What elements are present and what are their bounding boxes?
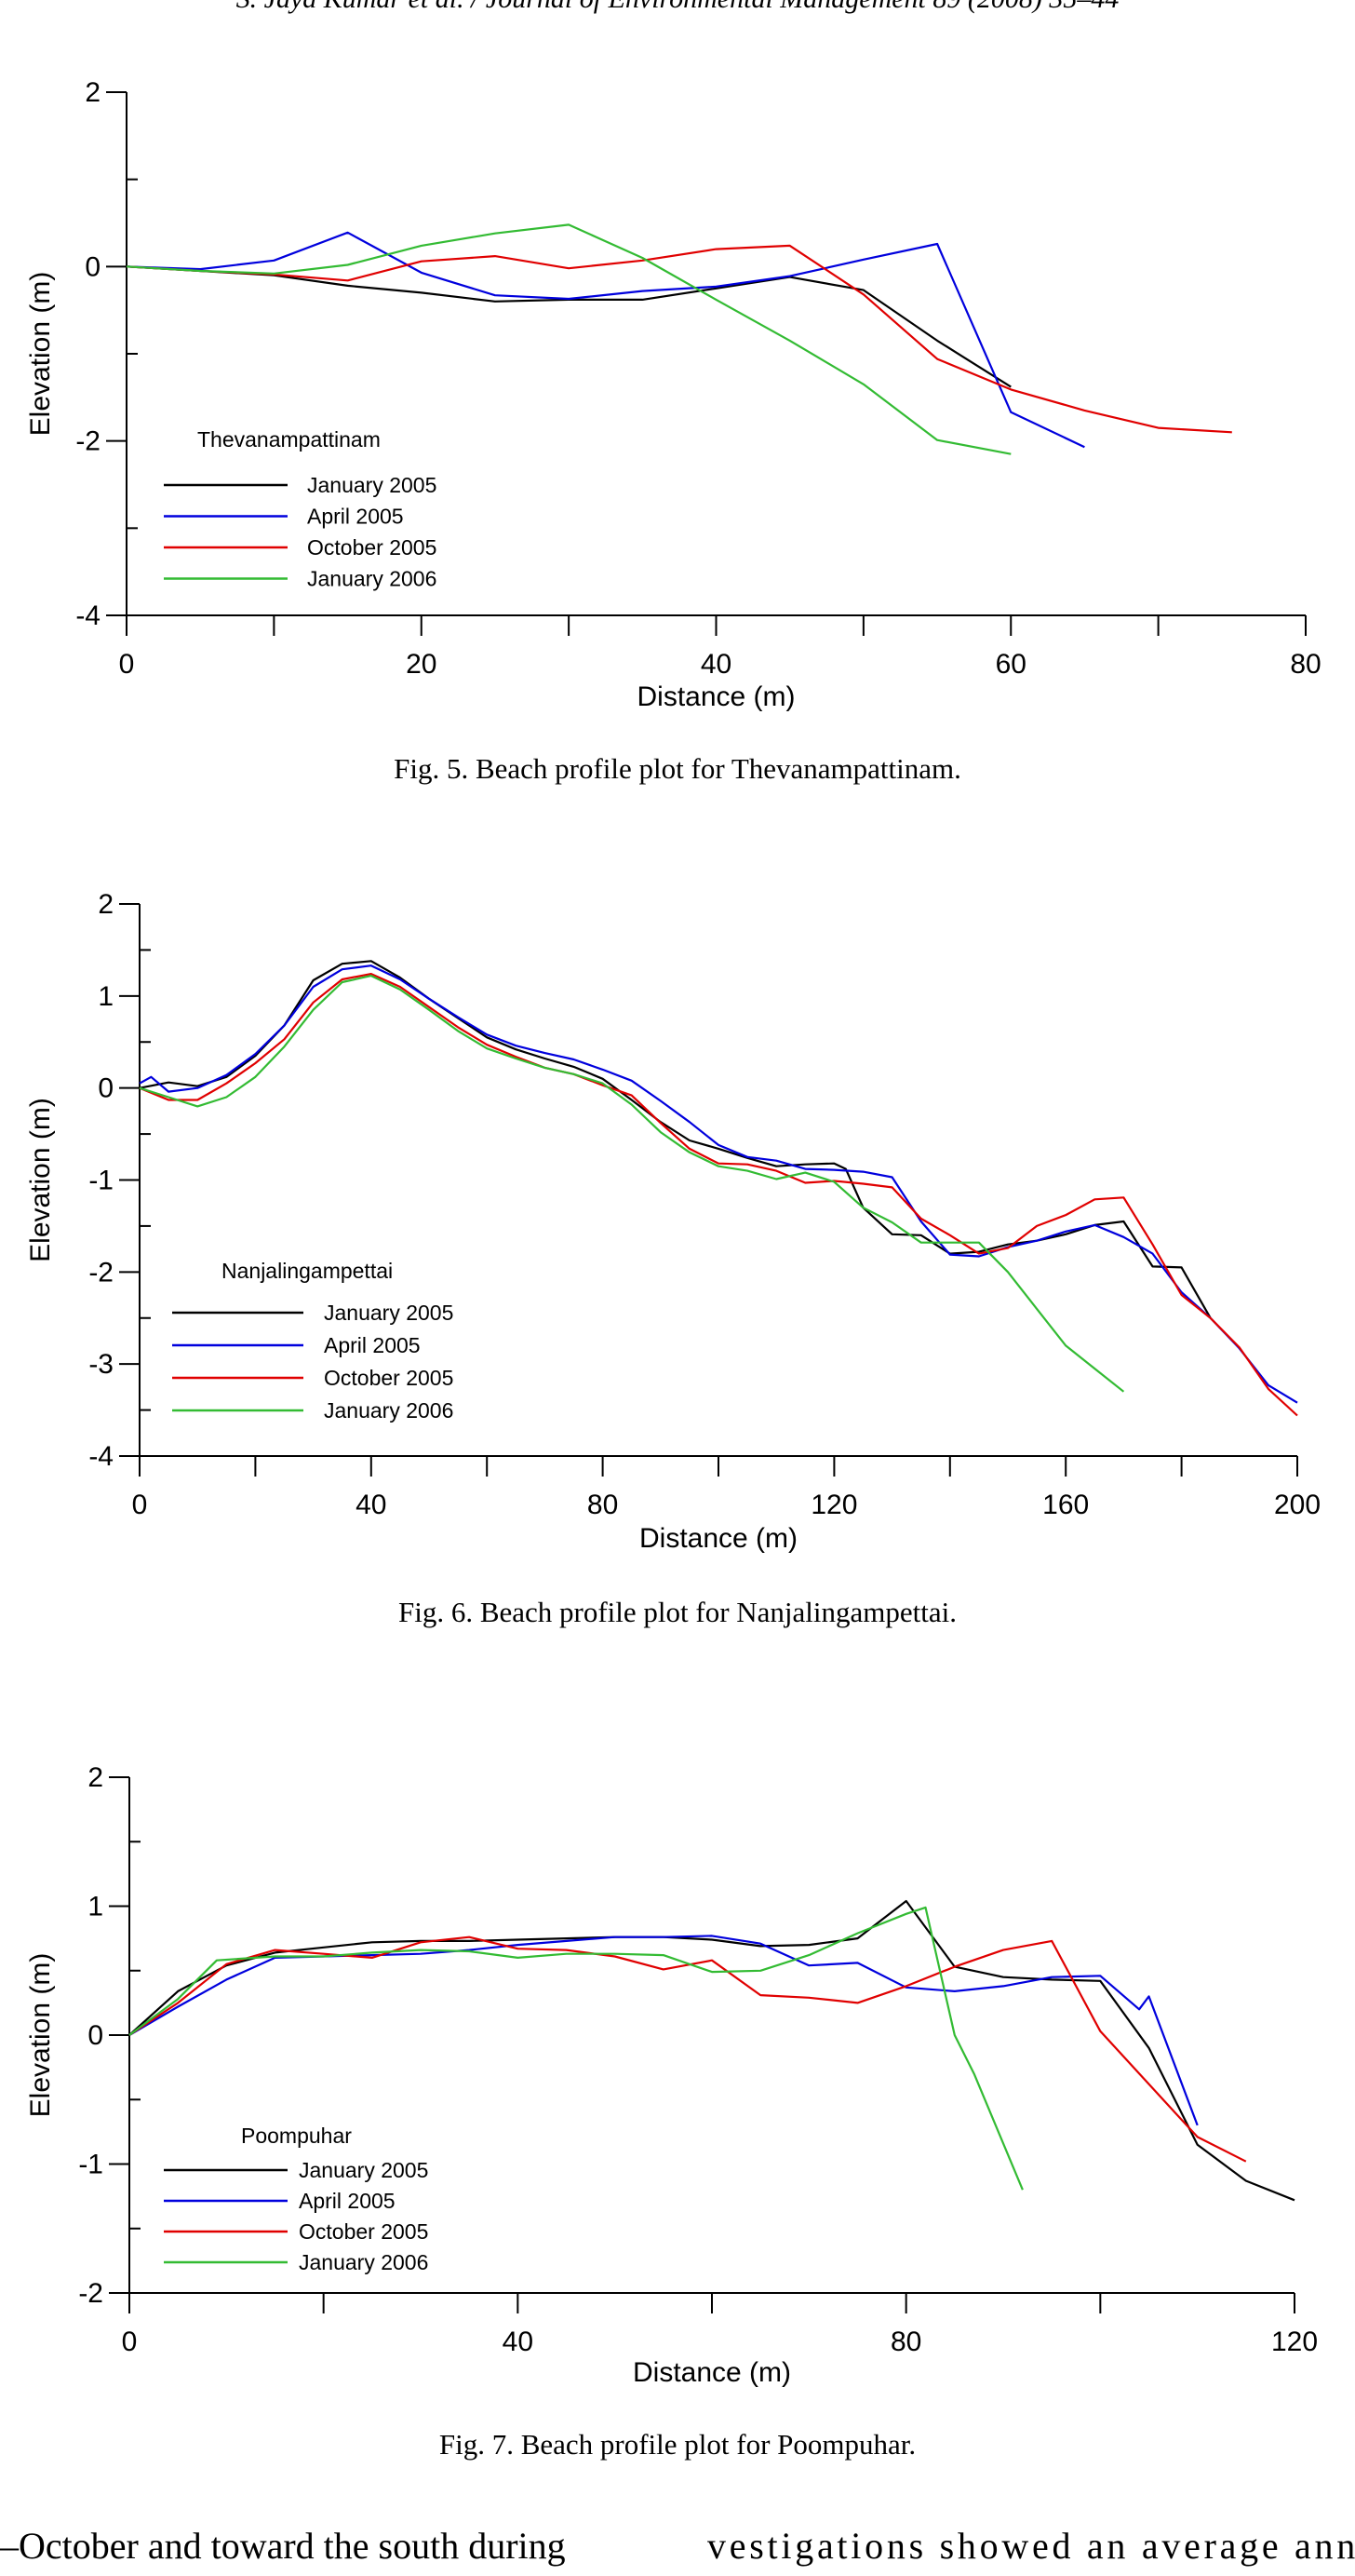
x-tick-label: 80 (1290, 649, 1321, 680)
series-line-october-2005 (126, 244, 1232, 434)
y-tick-label: 2 (98, 889, 114, 920)
legend-label: April 2005 (307, 505, 404, 529)
legend-label: October 2005 (307, 535, 436, 560)
x-tick-label: 160 (1042, 1490, 1089, 1520)
x-tick-label: 20 (406, 649, 436, 680)
x-tick-label: 40 (701, 649, 731, 680)
series-line-april-2005 (126, 231, 1085, 449)
legend-label: April 2005 (324, 1333, 421, 1357)
y-tick-label: -4 (75, 600, 101, 631)
y-tick-label: 1 (87, 1892, 103, 1922)
y-tick-label: 0 (87, 2020, 103, 2051)
series-line-january-2006 (126, 223, 1012, 455)
x-tick-label: 80 (587, 1490, 618, 1520)
y-tick-label: -2 (78, 2278, 103, 2309)
x-tick-label: 40 (503, 2326, 533, 2357)
y-tick-label: 1 (98, 981, 114, 1012)
legend-label: January 2005 (324, 1301, 453, 1325)
y-tick-label: 0 (98, 1073, 114, 1104)
series-line-january-2006 (139, 974, 1125, 1393)
body-text-right: vestigations showed an average annu (707, 2525, 1355, 2567)
x-tick-label: 0 (132, 1490, 148, 1520)
x-axis-label: Distance (m) (633, 2357, 791, 2388)
x-tick-label: 0 (122, 2326, 138, 2357)
legend-label: January 2006 (299, 2250, 428, 2274)
y-axis-label: Elevation (m) (25, 272, 56, 437)
x-tick-label: 120 (811, 1490, 857, 1520)
legend-label: January 2006 (307, 567, 436, 591)
y-tick-label: -1 (78, 2150, 103, 2180)
figure-caption: Fig. 7. Beach profile plot for Poompuhar… (439, 2428, 916, 2461)
y-tick-label: -1 (88, 1166, 114, 1196)
x-tick-label: 120 (1271, 2326, 1318, 2357)
y-axis-label: Elevation (m) (25, 1953, 56, 2118)
x-axis-label: Distance (m) (637, 681, 795, 712)
series-line-january-2005 (128, 1899, 1295, 2202)
x-tick-label: 80 (891, 2326, 921, 2357)
legend-label: April 2005 (299, 2189, 396, 2213)
series-line-october-2005 (128, 1935, 1247, 2163)
y-tick-label: 0 (85, 251, 101, 282)
y-tick-label: 2 (87, 1762, 103, 1793)
x-tick-label: 60 (996, 649, 1026, 680)
running-header: S. Jaya Kumar et al. / Journal of Enviro… (236, 0, 1120, 14)
x-tick-label: 0 (119, 649, 135, 680)
legend-label: October 2005 (324, 1366, 453, 1390)
series-line-april-2005 (128, 1935, 1199, 2126)
y-tick-label: -2 (75, 426, 101, 457)
legend-label: October 2005 (299, 2219, 428, 2244)
series-line-january-2005 (126, 265, 1012, 388)
legend-label: January 2005 (299, 2158, 428, 2182)
series-line-april-2005 (139, 964, 1298, 1404)
legend-label: January 2006 (324, 1398, 453, 1423)
y-axis-label: Elevation (m) (25, 1098, 56, 1262)
legend-title: Thevanampattinam (197, 427, 381, 452)
x-tick-label: 200 (1274, 1490, 1321, 1520)
legend-title: Nanjalingampettai (221, 1259, 393, 1283)
y-tick-label: -4 (88, 1441, 114, 1472)
series-line-january-2006 (128, 1906, 1024, 2191)
y-tick-label: -3 (88, 1349, 114, 1380)
x-axis-label: Distance (m) (639, 1523, 798, 1554)
legend-label: January 2005 (307, 473, 436, 497)
figure-caption: Fig. 6. Beach profile plot for Nanjaling… (398, 1596, 957, 1628)
y-tick-label: -2 (88, 1257, 114, 1288)
x-tick-label: 40 (356, 1490, 386, 1520)
series-line-october-2005 (139, 972, 1298, 1417)
y-tick-label: 2 (85, 77, 101, 108)
legend-title: Poompuhar (241, 2124, 352, 2148)
body-text-left: –October and toward the south during (0, 2525, 566, 2567)
figure-caption: Fig. 5. Beach profile plot for Thevanamp… (394, 752, 961, 785)
